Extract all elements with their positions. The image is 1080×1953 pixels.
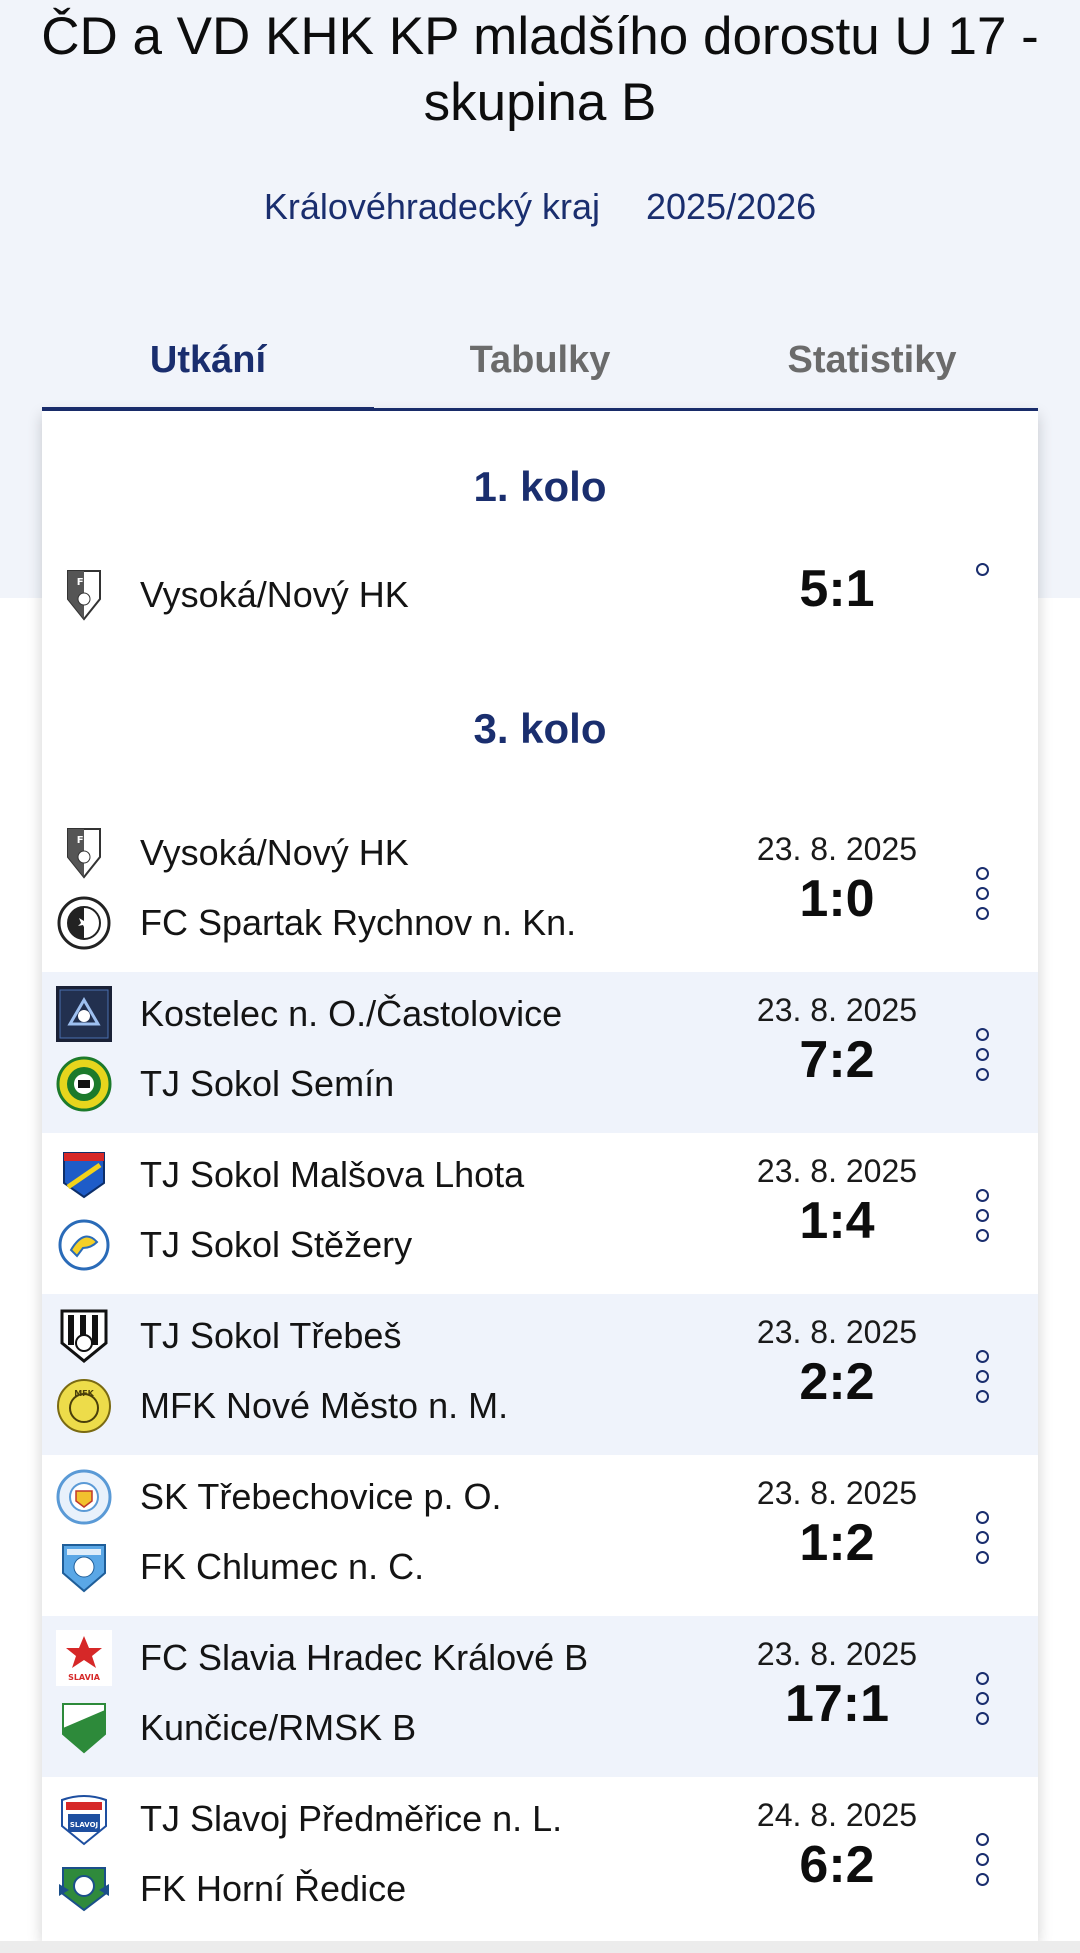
match-date: 23. 8. 2025 [756,1475,918,1511]
svg-text:FK: FK [77,835,93,846]
page-bottom-edge [0,1941,1080,1953]
region-label[interactable]: Královéhradecký kraj [263,186,600,227]
team-name: TJ Sokol Malšova Lhota [140,1154,525,1195]
more-options-icon[interactable] [972,1189,992,1249]
club-crest-icon [56,986,112,1042]
more-options-icon[interactable] [972,1833,992,1893]
club-crest-icon [56,1469,112,1525]
club-crest-icon [56,895,112,951]
match-date: 23. 8. 2025 [756,1636,918,1672]
competition-meta: Královéhradecký kraj 2025/2026 [0,186,1080,228]
match-row[interactable]: Kostelec n. O./Častolovice TJ Sokol Semí… [42,972,1038,1133]
away-team: TJ Sokol Semín [56,1054,394,1114]
match-date: 23. 8. 2025 [756,1314,918,1350]
team-name: FC Spartak Rychnov n. Kn. [140,902,577,943]
team-name: Kunčice/RMSK B [140,1707,417,1748]
club-crest-icon: SLAVIA [56,1630,112,1686]
home-team: FK Vysoká/Nový HK [56,565,409,625]
home-team: FK Vysoká/Nový HK [56,823,409,883]
match-score: 6:2 [799,1836,875,1894]
match-date: 23. 8. 2025 [756,831,918,867]
club-crest-icon [56,1217,112,1273]
match-score: 1:0 [799,870,875,928]
match-row[interactable]: SK Třebechovice p. O. FK Chlumec n. C. 2… [42,1455,1038,1616]
svg-text:MFK: MFK [74,1389,94,1398]
more-options-icon[interactable] [972,1350,992,1410]
tab-bar: Utkání Tabulky Statistiky [42,330,1038,415]
round-title: 1. kolo [473,463,607,510]
match-score: 2:2 [799,1353,875,1411]
home-team: TJ Sokol Malšova Lhota [56,1145,524,1205]
round-title: 3. kolo [473,705,607,752]
svg-text:SLAVIA: SLAVIA [68,1673,101,1682]
away-team: FK Chlumec n. C. [56,1537,424,1597]
team-name: MFK Nové Město n. M. [140,1385,509,1426]
home-team: SK Třebechovice p. O. [56,1467,502,1527]
match-row[interactable]: SLAVIA FC Slavia Hradec Králové B Kunčic… [42,1616,1038,1777]
team-name: TJ Sokol Semín [140,1063,395,1104]
more-options-icon[interactable] [972,1028,992,1088]
match-date: 24. 8. 2025 [756,1797,918,1833]
away-team: FK Horní Ředice [56,1859,406,1919]
match-date: 23. 8. 2025 [756,992,918,1028]
club-crest-icon [56,1056,112,1112]
home-team: Kostelec n. O./Častolovice [56,984,562,1044]
team-name: TJ Sokol Stěžery [140,1224,413,1265]
home-team: SLAVIA FC Slavia Hradec Králové B [56,1628,588,1688]
match-score: 7:2 [799,1031,875,1089]
more-options-icon[interactable] [972,563,992,593]
match-row[interactable]: FK Vysoká/Nový HK 5:1 [42,537,1038,677]
club-crest-icon: FK [56,825,112,881]
team-name: FC Slavia Hradec Králové B [140,1637,589,1678]
svg-text:SLAVOJ: SLAVOJ [70,1821,98,1829]
match-score: 17:1 [784,1675,890,1733]
club-crest-icon: SLAVOJ [56,1791,112,1847]
tab-matches[interactable]: Utkání [42,330,374,415]
more-options-icon[interactable] [972,1511,992,1571]
away-team: FC Spartak Rychnov n. Kn. [56,893,576,953]
club-crest-icon [56,1308,112,1364]
match-row[interactable]: TJ Sokol Třebeš MFK MFK Nové Město n. M.… [42,1294,1038,1455]
team-name: FK Chlumec n. C. [140,1546,425,1587]
team-name: Vysoká/Nový HK [140,832,409,873]
team-name: TJ Sokol Třebeš [140,1315,402,1356]
match-row[interactable]: SLAVOJ TJ Slavoj Předměřice n. L. FK Hor… [42,1777,1038,1938]
home-team: TJ Sokol Třebeš [56,1306,401,1366]
away-team: MFK MFK Nové Město n. M. [56,1376,508,1436]
match-row[interactable]: TJ Sokol Malšova Lhota TJ Sokol Stěžery … [42,1133,1038,1294]
match-score: 1:2 [799,1514,875,1572]
more-options-icon[interactable] [972,1672,992,1732]
match-date: 23. 8. 2025 [756,1153,918,1189]
team-name: Vysoká/Nový HK [140,574,409,615]
team-name: SK Třebechovice p. O. [140,1476,502,1517]
away-team: Kunčice/RMSK B [56,1698,416,1758]
match-score: 1:4 [799,1192,875,1250]
team-name: TJ Slavoj Předměřice n. L. [140,1798,563,1839]
matches-panel: 1. kolo FK Vysoká/Nový HK 5:1 3. kolo FK… [42,411,1038,1941]
team-name: Kostelec n. O./Častolovice [140,993,563,1034]
match-row[interactable]: FK Vysoká/Nový HK FC Spartak Rychnov n. … [42,811,1038,972]
club-crest-icon [56,1700,112,1756]
season-label[interactable]: 2025/2026 [645,186,817,227]
club-crest-icon [56,1539,112,1595]
away-team: TJ Sokol Stěžery [56,1215,412,1275]
match-score: 5:1 [799,560,875,618]
club-crest-icon [56,1861,112,1917]
tab-statistics[interactable]: Statistiky [787,339,957,381]
team-name: FK Horní Ředice [140,1868,407,1909]
club-crest-icon: MFK [56,1378,112,1434]
page-title: ČD a VD KHK KP mladšího dorostu U 17 - s… [41,7,1039,132]
svg-text:FK: FK [77,577,93,588]
club-crest-icon: FK [56,567,112,623]
home-team: SLAVOJ TJ Slavoj Předměřice n. L. [56,1789,562,1849]
club-crest-icon [56,1147,112,1203]
more-options-icon[interactable] [972,867,992,927]
tab-tables[interactable]: Tabulky [469,339,611,381]
